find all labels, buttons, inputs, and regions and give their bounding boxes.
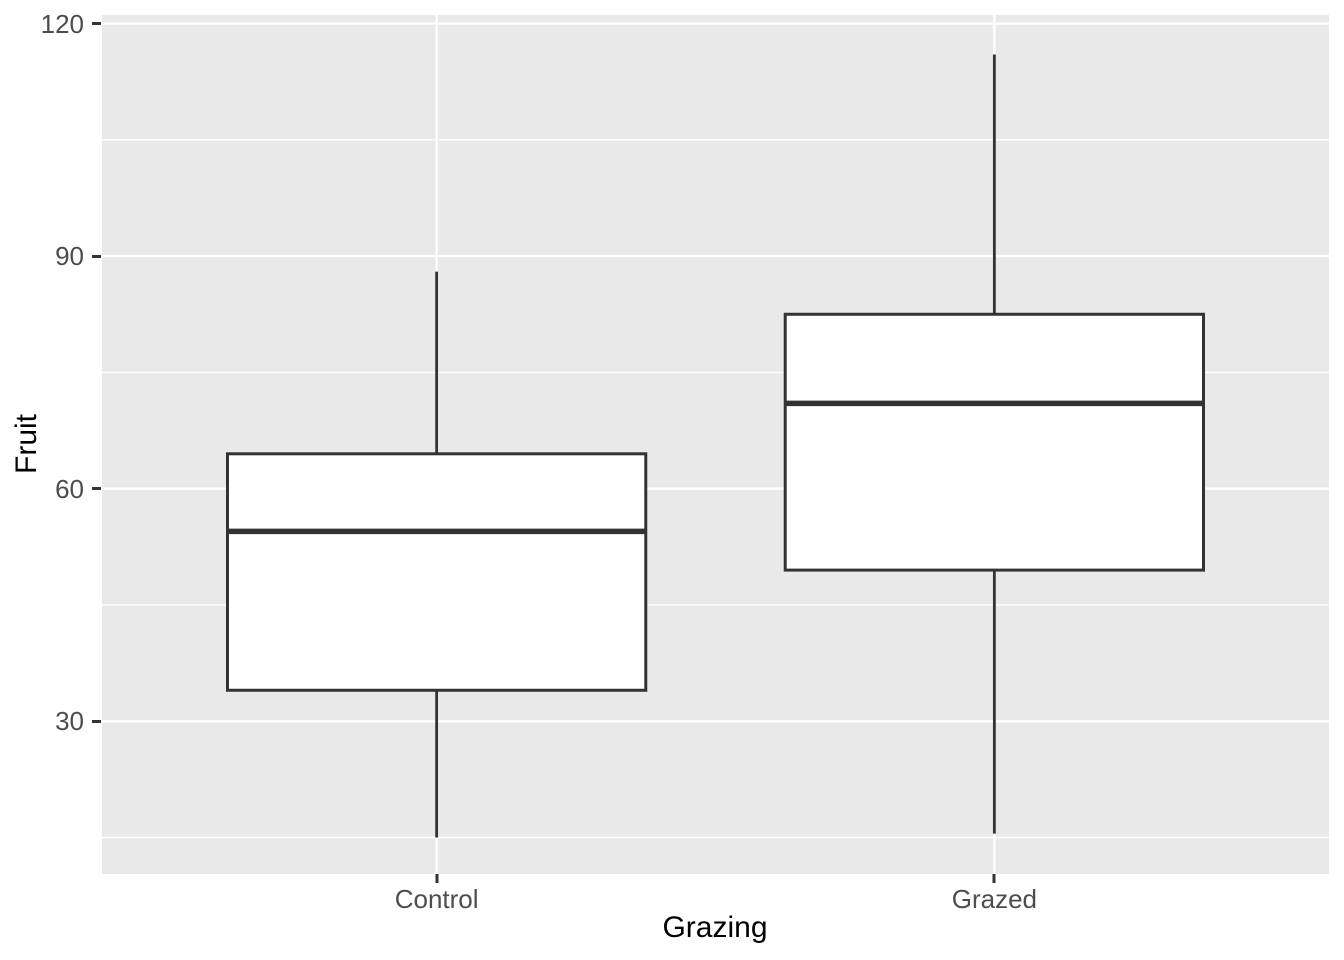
y-tick-label: 30	[55, 706, 84, 737]
x-axis-title: Grazing	[662, 911, 768, 944]
y-axis-title: Fruit	[10, 414, 43, 474]
y-tick-mark	[92, 719, 101, 723]
y-tick-label: 60	[55, 473, 84, 504]
plot-canvas	[102, 15, 1329, 874]
y-tick-mark	[92, 254, 101, 258]
boxplot-box-grazed	[783, 312, 1206, 572]
plot-panel	[102, 15, 1329, 874]
x-tick-label-control: Control	[394, 884, 479, 914]
x-tick-mark	[992, 874, 996, 883]
y-tick-label: 120	[40, 8, 84, 39]
x-tick-mark	[435, 874, 439, 883]
y-tick-mark	[92, 487, 101, 491]
boxplot-box-control	[225, 452, 648, 692]
y-tick-mark	[92, 22, 101, 26]
x-tick-label-grazed: Grazed	[951, 884, 1037, 914]
y-tick-label: 90	[55, 241, 84, 272]
